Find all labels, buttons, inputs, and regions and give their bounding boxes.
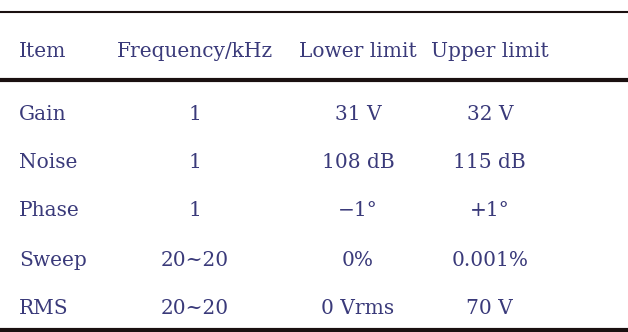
Text: Phase: Phase xyxy=(19,201,80,220)
Text: −1°: −1° xyxy=(338,201,378,220)
Text: +1°: +1° xyxy=(470,201,510,220)
Text: RMS: RMS xyxy=(19,299,68,318)
Text: 0.001%: 0.001% xyxy=(452,251,528,270)
Text: 115 dB: 115 dB xyxy=(453,153,526,172)
Text: 31 V: 31 V xyxy=(335,105,381,124)
Text: 0 Vrms: 0 Vrms xyxy=(322,299,394,318)
Text: Upper limit: Upper limit xyxy=(431,42,549,61)
Text: 70 V: 70 V xyxy=(467,299,513,318)
Text: Gain: Gain xyxy=(19,105,67,124)
Text: Frequency/kHz: Frequency/kHz xyxy=(117,42,273,61)
Text: 20~20: 20~20 xyxy=(161,251,229,270)
Text: 108 dB: 108 dB xyxy=(322,153,394,172)
Text: Lower limit: Lower limit xyxy=(299,42,417,61)
Text: 20~20: 20~20 xyxy=(161,299,229,318)
Text: 1: 1 xyxy=(188,105,201,124)
Text: 1: 1 xyxy=(188,153,201,172)
Text: 1: 1 xyxy=(188,201,201,220)
Text: 32 V: 32 V xyxy=(467,105,513,124)
Text: Noise: Noise xyxy=(19,153,77,172)
Text: Item: Item xyxy=(19,42,66,61)
Text: Sweep: Sweep xyxy=(19,251,87,270)
Text: 0%: 0% xyxy=(342,251,374,270)
